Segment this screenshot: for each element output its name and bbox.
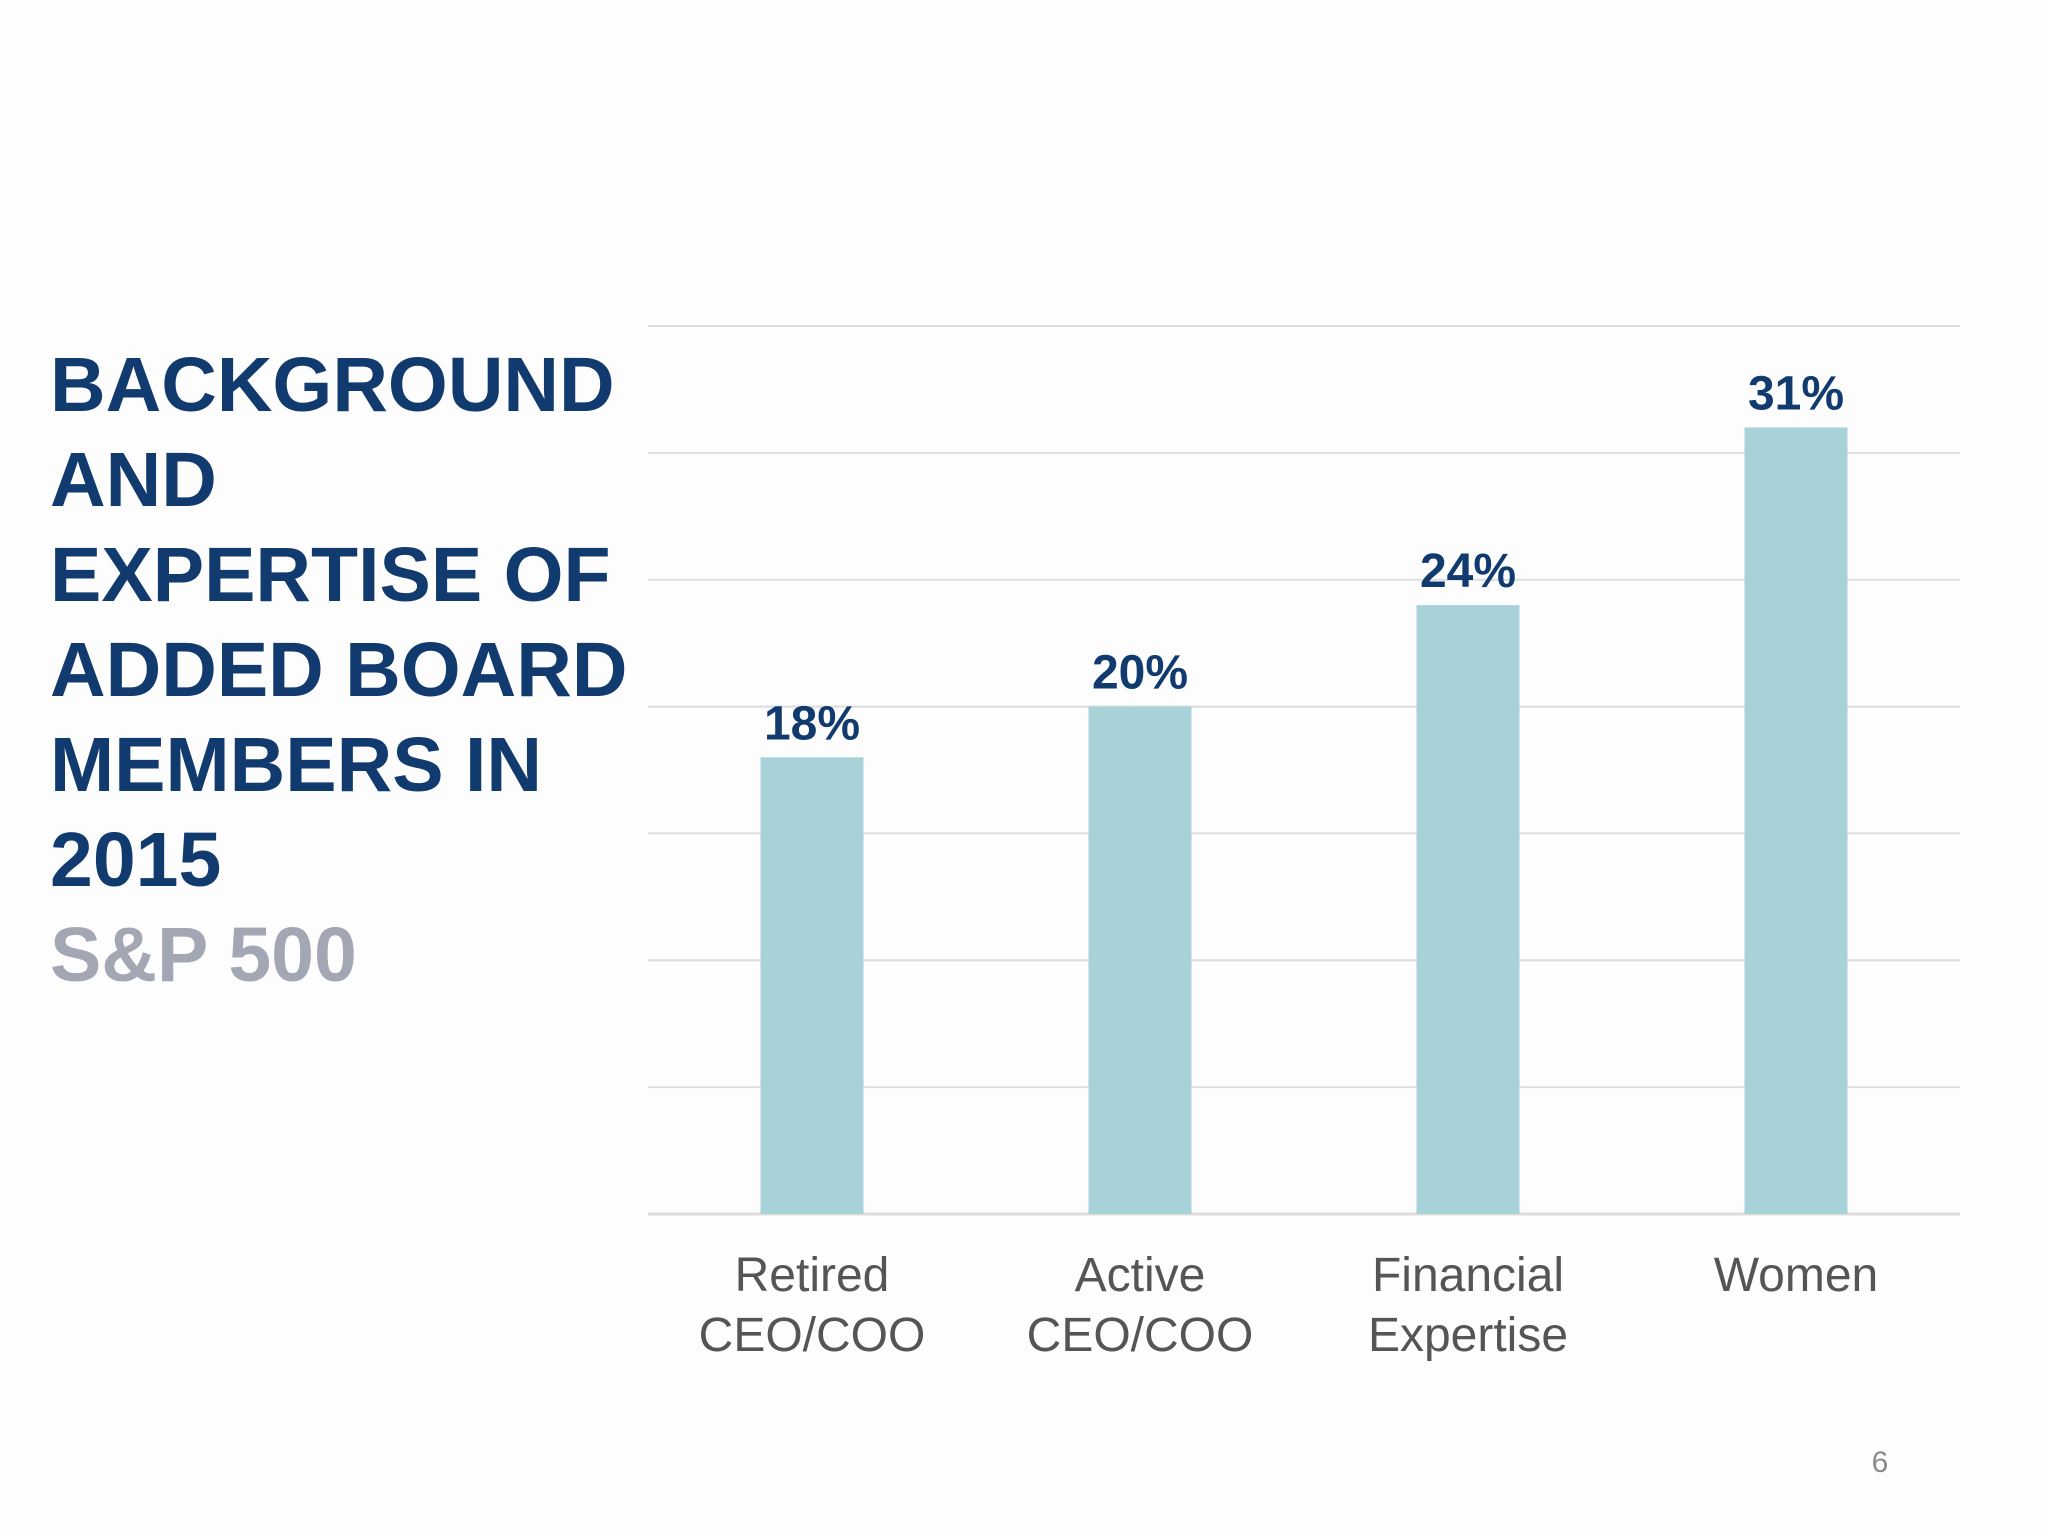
title-line-5: MEMBERS IN <box>50 722 542 808</box>
gridlines <box>648 325 1960 1216</box>
data-label-3: 31% <box>1748 367 1844 420</box>
bar-2 <box>1416 605 1520 1214</box>
data-label-1: 20% <box>1092 647 1188 700</box>
category-label-0: Retired CEO/COO <box>699 1249 926 1362</box>
category-labels: Retired CEO/COO Active CEO/COO Financial Expe… <box>699 1249 1879 1362</box>
bar-3 <box>1744 427 1848 1214</box>
bar-1 <box>1088 706 1192 1214</box>
category-label-3: Women <box>1714 1249 1879 1302</box>
bar-0 <box>760 757 864 1214</box>
bars <box>760 427 1848 1214</box>
title-line-4: ADDED BOARD <box>50 627 628 713</box>
data-label-0: 18% <box>764 697 860 750</box>
subtitle: S&P 500 <box>50 912 357 998</box>
title-line-2: AND <box>50 437 217 523</box>
title-line-1: BACKGROUND <box>50 342 615 428</box>
category-label-2: Financial Expertise <box>1368 1249 1568 1362</box>
data-labels: 18% 20% 24% 31% <box>764 367 1844 750</box>
title-line-6: 2015 <box>50 817 222 903</box>
page-number: 6 <box>1871 1446 1889 1479</box>
category-label-1: Active CEO/COO <box>1027 1249 1254 1362</box>
title-line-3: EXPERTISE OF <box>50 532 611 618</box>
data-label-2: 24% <box>1420 545 1516 598</box>
title-block: BACKGROUND AND EXPERTISE OF ADDED BOARD … <box>50 338 670 1003</box>
